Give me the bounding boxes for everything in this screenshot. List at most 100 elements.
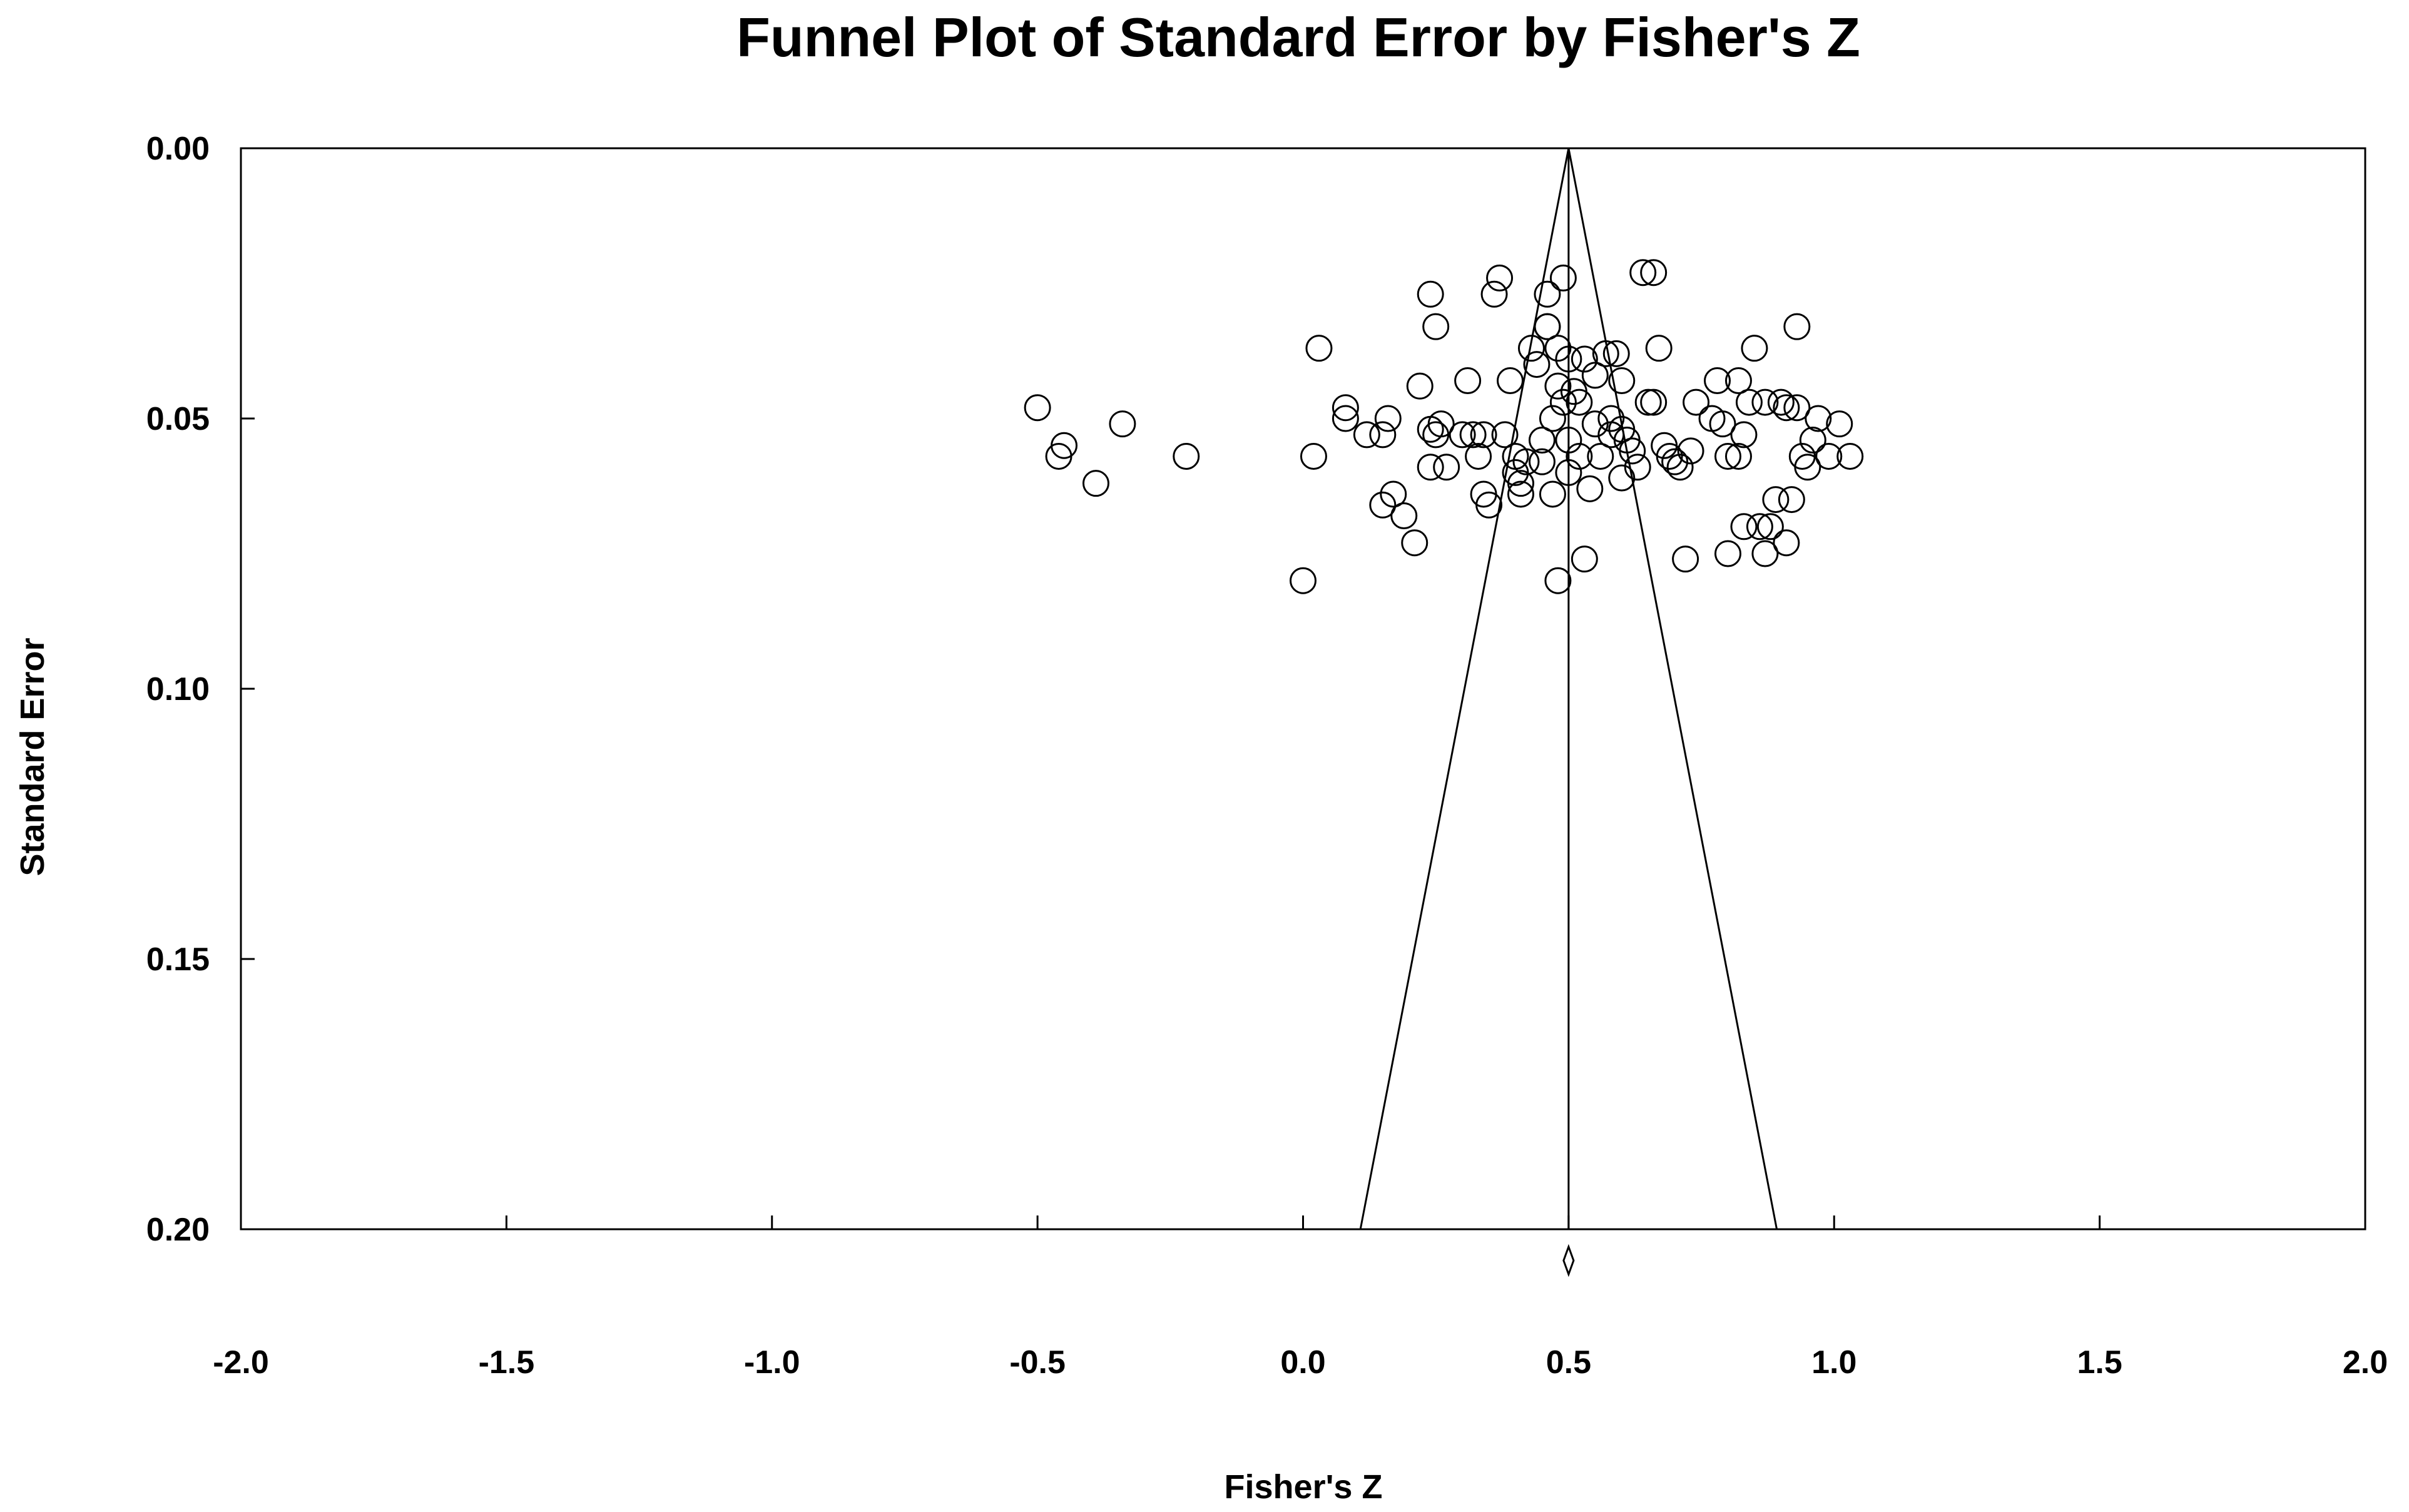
plot-border [240, 147, 2366, 1230]
study-point [1672, 545, 1699, 573]
study-point [1380, 480, 1407, 508]
study-point [1741, 335, 1768, 362]
study-point [1756, 513, 1784, 540]
study-point [1534, 280, 1561, 308]
study-point [1656, 442, 1683, 470]
study-point [1051, 432, 1078, 459]
study-point [1571, 345, 1598, 373]
x-tick-label: 1.5 [2077, 1344, 2122, 1381]
x-tick-label: -2.0 [213, 1344, 269, 1381]
y-tick-label: 0.20 [146, 1212, 210, 1248]
study-point [1836, 442, 1864, 470]
study-point [1332, 405, 1359, 432]
study-point [1300, 442, 1327, 470]
study-point [1566, 442, 1593, 470]
study-point [1773, 394, 1800, 422]
study-point [1539, 480, 1566, 508]
study-point [1507, 480, 1534, 508]
study-point [1805, 405, 1832, 432]
x-axis-ticks: -2.0 -1.5 -1.0 -0.5 0.0 0.5 1.0 1.5 2.0 [213, 1215, 2388, 1381]
study-point [1629, 259, 1657, 287]
funnel-lines [1359, 148, 1778, 1230]
study-point [1475, 491, 1503, 519]
x-tick-label: -1.0 [744, 1344, 800, 1381]
study-point [1332, 394, 1359, 422]
study-point [1571, 545, 1598, 573]
x-tick-label: -0.5 [1009, 1344, 1066, 1381]
study-point [1465, 442, 1492, 470]
study-point [1751, 388, 1779, 416]
x-axis-label: Fisher's Z [1225, 1468, 1383, 1506]
study-point [1778, 486, 1805, 514]
study-point [1417, 280, 1444, 308]
x-tick-label: 2.0 [2343, 1344, 2388, 1381]
study-point [1369, 421, 1397, 449]
y-tick-label: 0.00 [146, 131, 210, 167]
study-point [1581, 362, 1609, 389]
study-point [1544, 372, 1572, 400]
study-point [1549, 388, 1577, 416]
study-point [1640, 388, 1668, 416]
study-point [1815, 442, 1843, 470]
study-point [1592, 340, 1619, 367]
study-point [1783, 394, 1811, 422]
study-point [1826, 410, 1853, 438]
study-point [1449, 421, 1476, 449]
study-point [1746, 513, 1773, 540]
study-point [1634, 388, 1662, 416]
y-axis-ticks: 0.00 0.05 0.10 0.15 0.20 [146, 131, 255, 1248]
y-tick-label: 0.15 [146, 941, 210, 978]
study-point [1523, 351, 1551, 378]
study-point [1624, 454, 1651, 481]
study-point [1454, 367, 1482, 395]
study-point [1528, 448, 1556, 475]
study-point [1566, 388, 1593, 416]
study-point [1587, 442, 1614, 470]
study-point [1109, 410, 1136, 438]
summary-diamond-shape [1562, 1244, 1575, 1277]
study-point [1173, 442, 1200, 470]
study-point [1773, 529, 1800, 557]
study-point [1512, 448, 1540, 475]
study-point [1353, 421, 1380, 449]
study-point [1683, 388, 1710, 416]
study-point [1714, 442, 1741, 470]
study-point [1704, 367, 1731, 395]
study-point [1735, 388, 1763, 416]
study-point [1369, 491, 1397, 519]
study-point [1374, 405, 1402, 432]
study-point [1486, 264, 1514, 292]
x-tick-label: 1.0 [1811, 1344, 1856, 1381]
y-axis-label: Standard Error [14, 637, 51, 876]
study-point [1602, 340, 1630, 367]
study-point [1608, 367, 1636, 395]
study-point [1555, 345, 1582, 373]
study-point [1406, 372, 1434, 400]
study-point [1517, 335, 1545, 362]
study-point [1730, 513, 1758, 540]
study-point [1677, 437, 1704, 465]
study-point [1576, 475, 1604, 502]
study-point [1608, 464, 1636, 492]
study-point [1751, 540, 1779, 567]
study-point [1581, 410, 1609, 438]
y-tick-label: 0.05 [146, 401, 210, 437]
study-point [1433, 454, 1460, 481]
study-point [1799, 427, 1826, 454]
study-point [1422, 313, 1450, 340]
study-point [1470, 421, 1497, 449]
study-point [1597, 405, 1625, 432]
study-point [1709, 410, 1736, 438]
study-point [1544, 567, 1572, 594]
study-point [1666, 454, 1694, 481]
study-point [1528, 427, 1556, 454]
study-point [1794, 454, 1821, 481]
study-point [1305, 335, 1333, 362]
study-point [1290, 567, 1317, 594]
study-point [1645, 335, 1673, 362]
chart-title: Funnel Plot of Standard Error by Fisher'… [736, 6, 1860, 68]
study-point [1480, 280, 1508, 308]
x-tick-label: 0.0 [1280, 1344, 1325, 1381]
study-point [1497, 367, 1524, 395]
